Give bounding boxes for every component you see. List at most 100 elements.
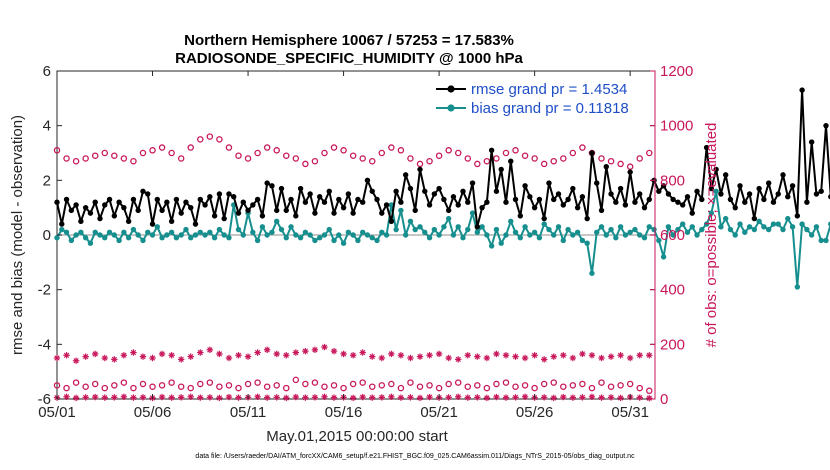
obs-evaluated-stroke [188,394,194,400]
obs-evaluated-stroke [102,355,108,361]
rmse-point [637,191,643,197]
obs-evaluated-point [158,350,166,358]
rmse-point [398,199,404,205]
obs-possible-point [426,157,433,165]
obs-evaluated-point [349,352,357,359]
rmse-point [794,213,801,219]
obs-evaluated-point [273,350,280,358]
rmse-point [422,188,428,194]
bias-point [531,229,538,235]
obs-evaluated-point [474,394,481,401]
obs-evaluated-point [273,394,280,401]
bias-point [274,218,280,225]
rmse-point [508,158,514,164]
bias-point [799,221,805,227]
rmse-point [455,202,461,208]
obs-evaluated-stroke [474,394,480,401]
left-tick-label: 4 [43,118,51,135]
obs-evaluated-stroke [445,355,452,361]
obs-possible-point [130,157,137,165]
obs-evaluated-stroke [111,394,117,401]
obs-possible-point [378,149,386,157]
obs-possible-point [550,379,557,386]
rmse-point [536,196,543,203]
obs-evaluated-stroke [140,353,146,360]
obs-possible-point [321,383,328,390]
rmse-point [140,188,146,194]
obs-evaluated-point [550,353,557,360]
obs-evaluated-point [311,346,319,353]
obs-evaluated-stroke [216,395,223,401]
obs-evaluated-stroke [331,348,337,354]
obs-evaluated-point [569,354,577,362]
obs-evaluated-stroke [121,352,127,358]
obs-evaluated-stroke [321,394,328,400]
obs-possible-point [435,384,443,392]
rmse-point [159,207,165,214]
rmse-point [240,199,246,205]
obs-evaluated-point [72,394,80,402]
bias-point [293,232,299,238]
obs-evaluated-point [483,354,491,362]
obs-possible-point [646,149,653,157]
obs-evaluated-stroke [207,347,213,353]
obs-evaluated-point [63,393,70,401]
obs-evaluated-point [168,352,175,359]
rmse-point [121,204,127,211]
bias-point [340,240,347,246]
obs-evaluated-point [579,394,586,401]
obs-evaluated-point [101,354,108,362]
obs-evaluated-point [493,350,500,358]
obs-evaluated-stroke [646,352,652,358]
rmse-point [183,199,189,205]
obs-evaluated-stroke [465,352,471,358]
data-series-group [54,87,830,290]
bias-point [517,235,524,241]
bias-point [718,224,724,230]
x-tick-label: 05/31 [611,404,649,421]
rmse-point [355,196,361,203]
rmse-point [785,194,791,200]
obs-evaluated-point [130,394,137,401]
bias-point [54,235,60,241]
bias-point [469,210,476,216]
right-tick-label: 1000 [660,118,693,135]
obs-evaluated-point [72,357,80,364]
obs-possible-point [502,149,510,157]
legend-box [430,78,652,118]
rmse-point [259,213,266,219]
obs-possible-point [598,379,605,386]
obs-evaluated-stroke [302,348,309,354]
obs-evaluated-stroke [493,351,500,357]
rmse-point [804,199,810,205]
obs-possible-point [349,152,357,159]
rmse-point [570,185,576,192]
obs-evaluated-stroke [159,394,165,400]
bias-point [125,235,132,241]
obs-possible-point [368,157,376,165]
obs-evaluated-point [311,394,319,401]
obs-evaluated-point [283,394,290,402]
bias-point [307,232,313,238]
rmse-point [761,196,767,203]
rmse-point [608,191,614,197]
rmse-point [102,202,108,208]
bias-point [417,224,423,230]
bias-point [316,235,323,241]
right-tick-label: 200 [660,336,685,353]
obs-evaluated-point [101,394,108,401]
rmse-point [503,199,509,205]
bias-point [541,221,547,227]
bias-point [345,229,352,235]
obs-evaluated-stroke [235,352,242,358]
obs-possible-point [225,144,233,151]
rmse-point [722,172,729,178]
obs-possible-point [311,379,319,386]
rmse-point [660,183,667,189]
obs-evaluated-point [292,393,300,401]
rmse-point [283,207,289,214]
rmse-point [622,202,629,208]
obs-evaluated-point [120,352,128,359]
obs-possible-point [120,379,128,386]
obs-possible-point [197,136,204,143]
